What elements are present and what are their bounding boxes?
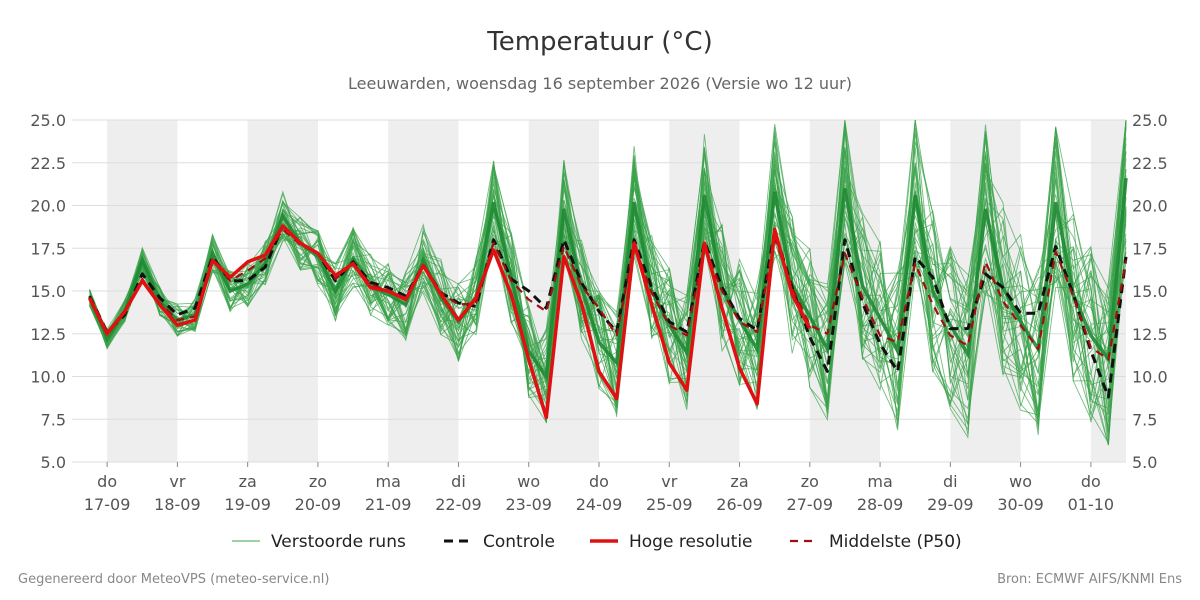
y-tick-label: 17.5 [1132,239,1168,258]
x-tick-day: do [97,472,117,491]
legend-label: Hoge resolutie [629,532,753,552]
legend: Verstoorde runs Controle Hoge resolutie Mid… [232,532,962,552]
control-line [88,224,1128,399]
x-tick-date: 30-09 [997,495,1044,514]
x-tick-day: ma [376,472,401,491]
ensemble-run-line [89,126,1127,439]
main-lines [88,224,1128,420]
legend-label: Verstoorde runs [271,532,406,552]
x-tick-date: 24-09 [576,495,623,514]
x-tick-date: 27-09 [787,495,834,514]
y-tick-label: 7.5 [41,410,66,429]
ensemble-run-line [89,122,1127,416]
y-axis-left: 5.0 7.5 10.0 12.5 15.0 17.5 20.0 22.5 25.0 [30,111,66,472]
ensemble-run-line [89,147,1127,403]
x-tick-date: 19-09 [224,495,271,514]
x-tick-date: 28-09 [857,495,904,514]
y-tick-label: 22.5 [1132,154,1168,173]
x-tick-date: 17-09 [84,495,131,514]
x-tick-date: 01-10 [1068,495,1115,514]
x-tick-day: zo [309,472,327,491]
x-tick-date: 22-09 [435,495,482,514]
hires-line [88,224,812,420]
x-tick-date: 23-09 [505,495,552,514]
x-axis: do 17-09 vr 18-09 za 19-09 zo 20-09 ma 21-09 di 22-… [84,462,1114,514]
x-tick-day: wo [1009,472,1032,491]
x-tick-date: 29-09 [927,495,974,514]
y-tick-label: 17.5 [30,239,66,258]
x-tick-day: vr [169,472,185,491]
y-axis-right: 5.0 7.5 10.0 12.5 15.0 17.5 20.0 22.5 25.0 [1132,111,1168,472]
x-tick-date: 20-09 [295,495,342,514]
x-tick-date: 26-09 [716,495,763,514]
ensemble-run-line [89,119,1127,426]
x-tick-day: vr [661,472,677,491]
x-tick-day: do [589,472,609,491]
y-tick-label: 10.0 [30,368,66,387]
legend-label: Middelste (P50) [829,532,962,552]
x-tick-day: do [1081,472,1101,491]
ensemble-run-line [89,119,1127,411]
legend-label: Controle [483,532,555,552]
y-tick-label: 15.0 [30,282,66,301]
footer-credit: Gegenereerd door MeteoVPS (meteo-service… [18,572,330,587]
x-tick-day: za [730,472,748,491]
median-line [88,228,1128,361]
footer-source: Bron: ECMWF AIFS/KNMI Ens [997,572,1182,587]
y-tick-label: 22.5 [30,154,66,173]
x-tick-day: di [451,472,466,491]
x-tick-date: 21-09 [365,495,412,514]
y-tick-label: 25.0 [30,111,66,130]
y-tick-label: 12.5 [30,325,66,344]
y-tick-label: 25.0 [1132,111,1168,130]
chart-title: Temperatuur (°C) [486,27,712,57]
y-tick-label: 15.0 [1132,282,1168,301]
y-tick-label: 10.0 [1132,368,1168,387]
y-tick-label: 20.0 [30,197,66,216]
chart-subtitle: Leeuwarden, woensdag 16 september 2026 (… [348,74,852,93]
y-tick-label: 5.0 [41,453,66,472]
y-tick-label: 7.5 [1132,410,1157,429]
x-tick-date: 18-09 [154,495,201,514]
x-tick-date: 25-09 [646,495,693,514]
y-tick-label: 12.5 [1132,325,1168,344]
x-tick-day: za [239,472,257,491]
x-tick-day: zo [801,472,819,491]
x-tick-day: ma [867,472,892,491]
x-tick-day: di [943,472,958,491]
x-tick-day: wo [517,472,540,491]
y-tick-label: 5.0 [1132,453,1157,472]
y-tick-label: 20.0 [1132,197,1168,216]
